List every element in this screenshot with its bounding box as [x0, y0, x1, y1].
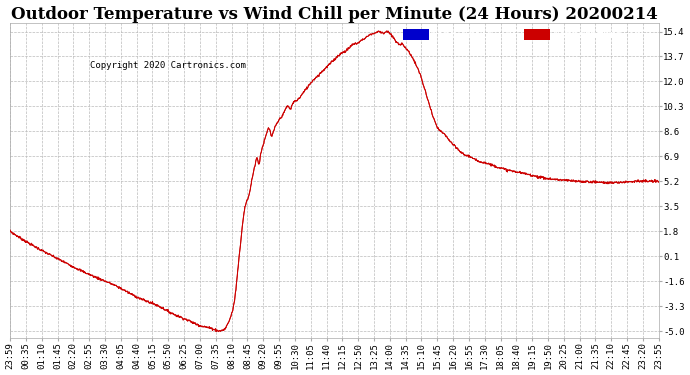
- Legend: Wind Chill (°F), Temperature (°F): Wind Chill (°F), Temperature (°F): [402, 28, 653, 41]
- Text: Copyright 2020 Cartronics.com: Copyright 2020 Cartronics.com: [90, 60, 246, 69]
- Title: Outdoor Temperature vs Wind Chill per Minute (24 Hours) 20200214: Outdoor Temperature vs Wind Chill per Mi…: [11, 6, 658, 22]
